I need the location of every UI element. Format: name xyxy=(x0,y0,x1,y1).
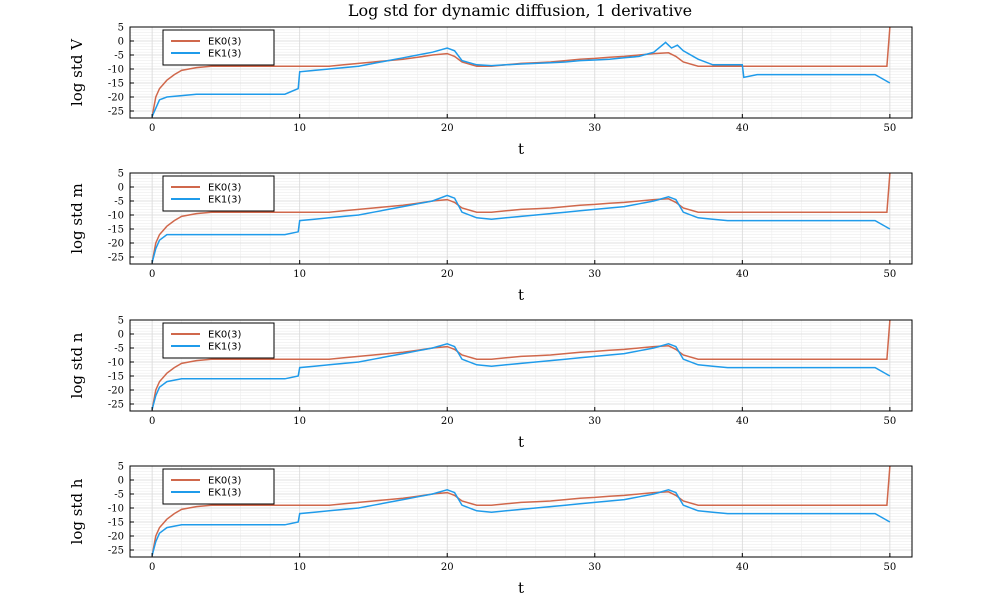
y-tick-label: -10 xyxy=(108,504,124,515)
x-tick-label: 10 xyxy=(293,269,306,280)
y-tick-label: -20 xyxy=(108,532,124,543)
y-tick-label: -20 xyxy=(108,239,124,250)
y-tick-label: 0 xyxy=(118,183,124,194)
x-tick-label: 50 xyxy=(884,416,897,427)
y-axis-label: log std V xyxy=(68,38,86,106)
x-tick-label: 40 xyxy=(736,416,749,427)
x-tick-label: 10 xyxy=(293,416,306,427)
x-tick-label: 10 xyxy=(293,123,306,134)
series-line-ek1 xyxy=(151,194,891,263)
y-tick-label: 5 xyxy=(118,169,124,180)
y-tick-label: 0 xyxy=(118,330,124,341)
x-tick-label: 20 xyxy=(441,269,454,280)
legend-box xyxy=(162,468,275,505)
y-tick-label: -15 xyxy=(108,225,124,236)
legend-label: EK0(3) xyxy=(208,37,242,48)
x-tick-label: 50 xyxy=(884,562,897,573)
series-line-ek1 xyxy=(151,41,891,117)
plot-frame xyxy=(129,319,913,412)
y-tick-label: 5 xyxy=(118,316,124,327)
y-tick-label: 5 xyxy=(118,23,124,34)
legend-label: EK0(3) xyxy=(208,183,242,194)
legend-label: EK0(3) xyxy=(208,330,242,341)
series-line-ek1 xyxy=(151,343,891,410)
y-tick-label: -10 xyxy=(108,211,124,222)
x-tick-label: 50 xyxy=(884,269,897,280)
series-line-ek0 xyxy=(151,320,891,410)
y-tick-label: -5 xyxy=(114,344,124,355)
y-tick-label: -5 xyxy=(114,490,124,501)
y-axis-label: log std n xyxy=(68,332,86,398)
series-line-ek0 xyxy=(151,466,891,556)
y-axis-label: log std m xyxy=(68,183,86,254)
y-tick-label: -15 xyxy=(108,518,124,529)
x-tick-label: 40 xyxy=(736,269,749,280)
legend-label: EK1(3) xyxy=(208,342,242,353)
plot-frame xyxy=(129,465,913,558)
x-tick-label: 50 xyxy=(884,123,897,134)
series-line-ek0 xyxy=(151,173,891,263)
legend-label: EK0(3) xyxy=(208,476,242,487)
y-tick-label: -25 xyxy=(108,253,124,264)
y-tick-label: 5 xyxy=(118,462,124,473)
figure-title: Log std for dynamic diffusion, 1 derivat… xyxy=(348,1,692,20)
y-tick-label: -25 xyxy=(108,107,124,118)
y-tick-label: -25 xyxy=(108,400,124,411)
legend: EK0(3)EK1(3) xyxy=(162,175,275,212)
x-tick-label: 40 xyxy=(736,562,749,573)
legend-label: EK1(3) xyxy=(208,195,242,206)
legend: EK0(3)EK1(3) xyxy=(162,322,275,359)
series-line-ek1 xyxy=(151,489,891,556)
y-tick-label: 0 xyxy=(118,476,124,487)
x-axis-label: t xyxy=(518,286,524,304)
x-tick-label: 0 xyxy=(149,416,155,427)
x-tick-label: 0 xyxy=(149,562,155,573)
y-tick-label: -25 xyxy=(108,546,124,557)
legend-label: EK1(3) xyxy=(208,488,242,499)
x-tick-label: 0 xyxy=(149,269,155,280)
x-tick-label: 30 xyxy=(588,269,601,280)
x-tick-label: 20 xyxy=(441,123,454,134)
y-tick-label: -15 xyxy=(108,372,124,383)
legend-box xyxy=(162,29,275,66)
x-axis-label: t xyxy=(518,140,524,158)
legend-box xyxy=(162,322,275,359)
x-tick-label: 20 xyxy=(441,416,454,427)
x-tick-label: 20 xyxy=(441,562,454,573)
y-tick-label: -10 xyxy=(108,358,124,369)
x-tick-label: 30 xyxy=(588,416,601,427)
x-tick-label: 0 xyxy=(149,123,155,134)
legend: EK0(3)EK1(3) xyxy=(162,29,275,66)
y-tick-label: -5 xyxy=(114,51,124,62)
y-tick-label: -20 xyxy=(108,386,124,397)
legend: EK0(3)EK1(3) xyxy=(162,468,275,505)
legend-label: EK1(3) xyxy=(208,49,242,60)
legend-box xyxy=(162,175,275,212)
y-tick-label: -5 xyxy=(114,197,124,208)
x-tick-label: 30 xyxy=(588,562,601,573)
y-tick-label: -20 xyxy=(108,93,124,104)
x-tick-label: 40 xyxy=(736,123,749,134)
x-tick-label: 10 xyxy=(293,562,306,573)
y-tick-label: -10 xyxy=(108,65,124,76)
x-axis-label: t xyxy=(518,579,524,597)
y-axis-label: log std h xyxy=(68,478,86,544)
y-tick-label: 0 xyxy=(118,37,124,48)
y-tick-label: -15 xyxy=(108,79,124,90)
x-tick-label: 30 xyxy=(588,123,601,134)
plot-frame xyxy=(129,172,913,265)
plot-frame xyxy=(129,26,913,119)
x-axis-label: t xyxy=(518,433,524,451)
